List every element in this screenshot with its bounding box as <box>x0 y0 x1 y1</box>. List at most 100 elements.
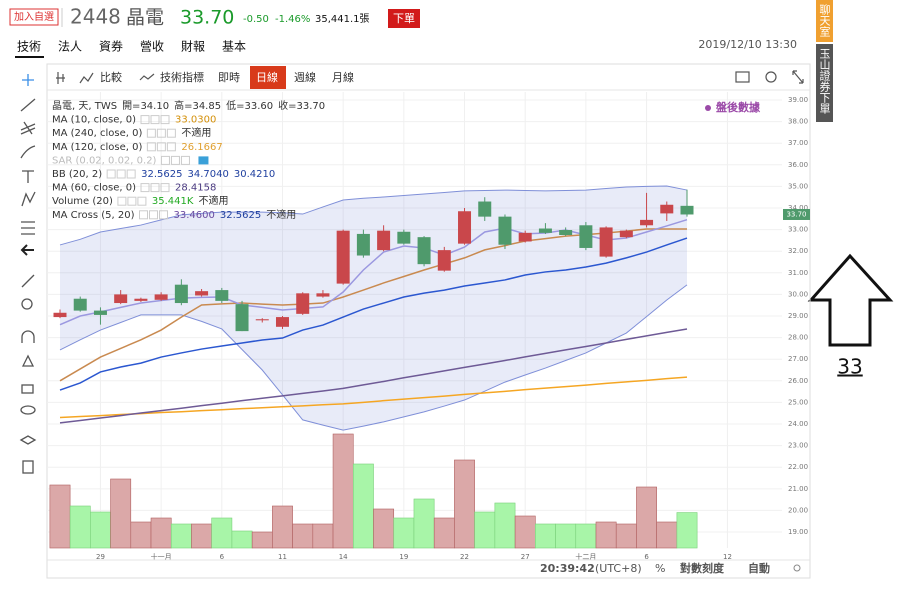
candle-body <box>458 211 472 244</box>
tab[interactable]: 資券 <box>99 39 123 54</box>
x-tick-label: 11 <box>278 553 287 561</box>
interval-active[interactable] <box>250 66 286 89</box>
log-toggle[interactable]: 對數刻度 <box>680 561 725 575</box>
compare-icon[interactable] <box>79 72 94 84</box>
status-settings[interactable] <box>793 564 801 572</box>
zoom-tool[interactable] <box>21 298 33 310</box>
candle-body <box>579 225 593 248</box>
fullscreen-icon[interactable] <box>792 70 804 84</box>
candle-body <box>235 304 249 332</box>
legend-value: 低=33.60 <box>226 99 273 112</box>
legend-icon[interactable] <box>180 155 190 165</box>
broker-label[interactable]: 玉山證券下單 <box>818 48 831 114</box>
legend-icon[interactable] <box>106 169 116 179</box>
legend-label: SAR (0.02, 0.02, 0.2) <box>52 155 157 166</box>
legend-eye[interactable] <box>198 156 209 165</box>
after-hours[interactable]: 盤後數據 <box>715 100 761 114</box>
legend-icon[interactable] <box>160 155 170 165</box>
legend-icon[interactable] <box>166 142 176 152</box>
settings-icon[interactable] <box>765 71 777 83</box>
legend-icon[interactable] <box>170 155 180 165</box>
pattern-tool[interactable] <box>21 191 36 207</box>
candle-body <box>114 294 128 304</box>
legend-icon[interactable] <box>166 128 176 138</box>
order-button[interactable] <box>388 9 420 28</box>
legend-icon[interactable] <box>149 210 158 220</box>
volume-bar <box>69 505 91 549</box>
legend-icon[interactable] <box>140 115 150 125</box>
ruler-tool[interactable] <box>21 274 35 288</box>
interval[interactable]: 即時 <box>218 71 240 84</box>
fib-tool[interactable] <box>20 121 36 135</box>
watch-label[interactable]: 加入自選 <box>14 10 54 23</box>
lock-draw-tool[interactable] <box>21 354 35 367</box>
y-tick-label: 20.00 <box>788 506 808 514</box>
indicator-icon[interactable] <box>139 73 155 81</box>
legend-icon[interactable] <box>139 210 148 220</box>
y-tick-label: 37.00 <box>788 139 808 147</box>
line-tool[interactable] <box>20 98 36 112</box>
legend-icon[interactable] <box>160 115 170 125</box>
auto-toggle[interactable]: 自動 <box>748 561 770 575</box>
candle-body <box>296 293 310 314</box>
interval[interactable]: 日線 <box>256 70 278 84</box>
volume-bar <box>615 523 637 549</box>
y-tick-label: 35.00 <box>788 182 808 190</box>
tab[interactable]: 法人 <box>58 40 82 54</box>
volume-bar <box>595 521 617 549</box>
legend-icon[interactable] <box>156 142 166 152</box>
tab[interactable]: 基本 <box>222 40 246 54</box>
legend-icon[interactable] <box>146 142 156 152</box>
crosshair-tool[interactable] <box>22 74 34 86</box>
legend-icon[interactable] <box>146 128 156 138</box>
layers-tool[interactable] <box>19 435 37 445</box>
candle-body <box>478 201 492 217</box>
legend-icon[interactable] <box>137 196 147 206</box>
brush-tool[interactable] <box>20 145 36 159</box>
broker-button[interactable] <box>816 44 833 122</box>
back-tool[interactable] <box>20 244 34 256</box>
interval[interactable]: 週線 <box>294 70 316 84</box>
bb-lower <box>59 284 688 431</box>
legend-icon[interactable] <box>140 183 150 193</box>
x-tick-label: 6 <box>220 553 225 561</box>
y-tick-label: 33.00 <box>788 226 808 234</box>
camera-icon[interactable] <box>735 71 750 83</box>
watch-button[interactable] <box>9 8 59 26</box>
compare[interactable]: 比較 <box>100 70 122 84</box>
indicators[interactable]: 技術指標 <box>160 70 204 84</box>
legend-icon[interactable] <box>150 115 160 125</box>
y-tick-label: 26.00 <box>788 377 808 385</box>
chat-button[interactable] <box>816 0 833 42</box>
legend-icon[interactable] <box>156 128 166 138</box>
chat-label[interactable]: 聊天室 <box>818 3 831 37</box>
eye-tool[interactable] <box>20 405 36 415</box>
percent-toggle[interactable]: % <box>655 562 665 575</box>
text-tool[interactable] <box>22 170 34 183</box>
legend-icon[interactable] <box>116 169 126 179</box>
lock-tool[interactable] <box>21 384 34 394</box>
tab[interactable]: 技術 <box>17 40 41 54</box>
last-price-tag <box>783 208 810 220</box>
projection-tool[interactable] <box>21 221 35 235</box>
candle-body <box>599 227 613 257</box>
legend-icon[interactable] <box>117 196 127 206</box>
trash-tool[interactable] <box>22 460 34 474</box>
candle-body <box>559 230 573 235</box>
legend-icon[interactable] <box>159 210 168 220</box>
candle-body <box>336 230 350 284</box>
y-tick-label: 31.00 <box>788 269 808 277</box>
interval[interactable]: 月線 <box>332 70 354 84</box>
magnet-tool[interactable] <box>21 330 35 343</box>
legend-icon[interactable] <box>126 169 136 179</box>
tab[interactable]: 財報 <box>181 39 205 54</box>
legend-icon[interactable] <box>127 196 137 206</box>
arrow <box>807 253 894 347</box>
bar-type-icon[interactable] <box>56 72 65 84</box>
legend-icon[interactable] <box>150 183 160 193</box>
x-tick-label: 十一月 <box>151 552 172 561</box>
tab[interactable]: 營收 <box>140 40 164 54</box>
legend-icon[interactable] <box>160 183 170 193</box>
order-label[interactable]: 下單 <box>393 12 415 25</box>
legend-value: 26.1667 <box>181 142 222 153</box>
